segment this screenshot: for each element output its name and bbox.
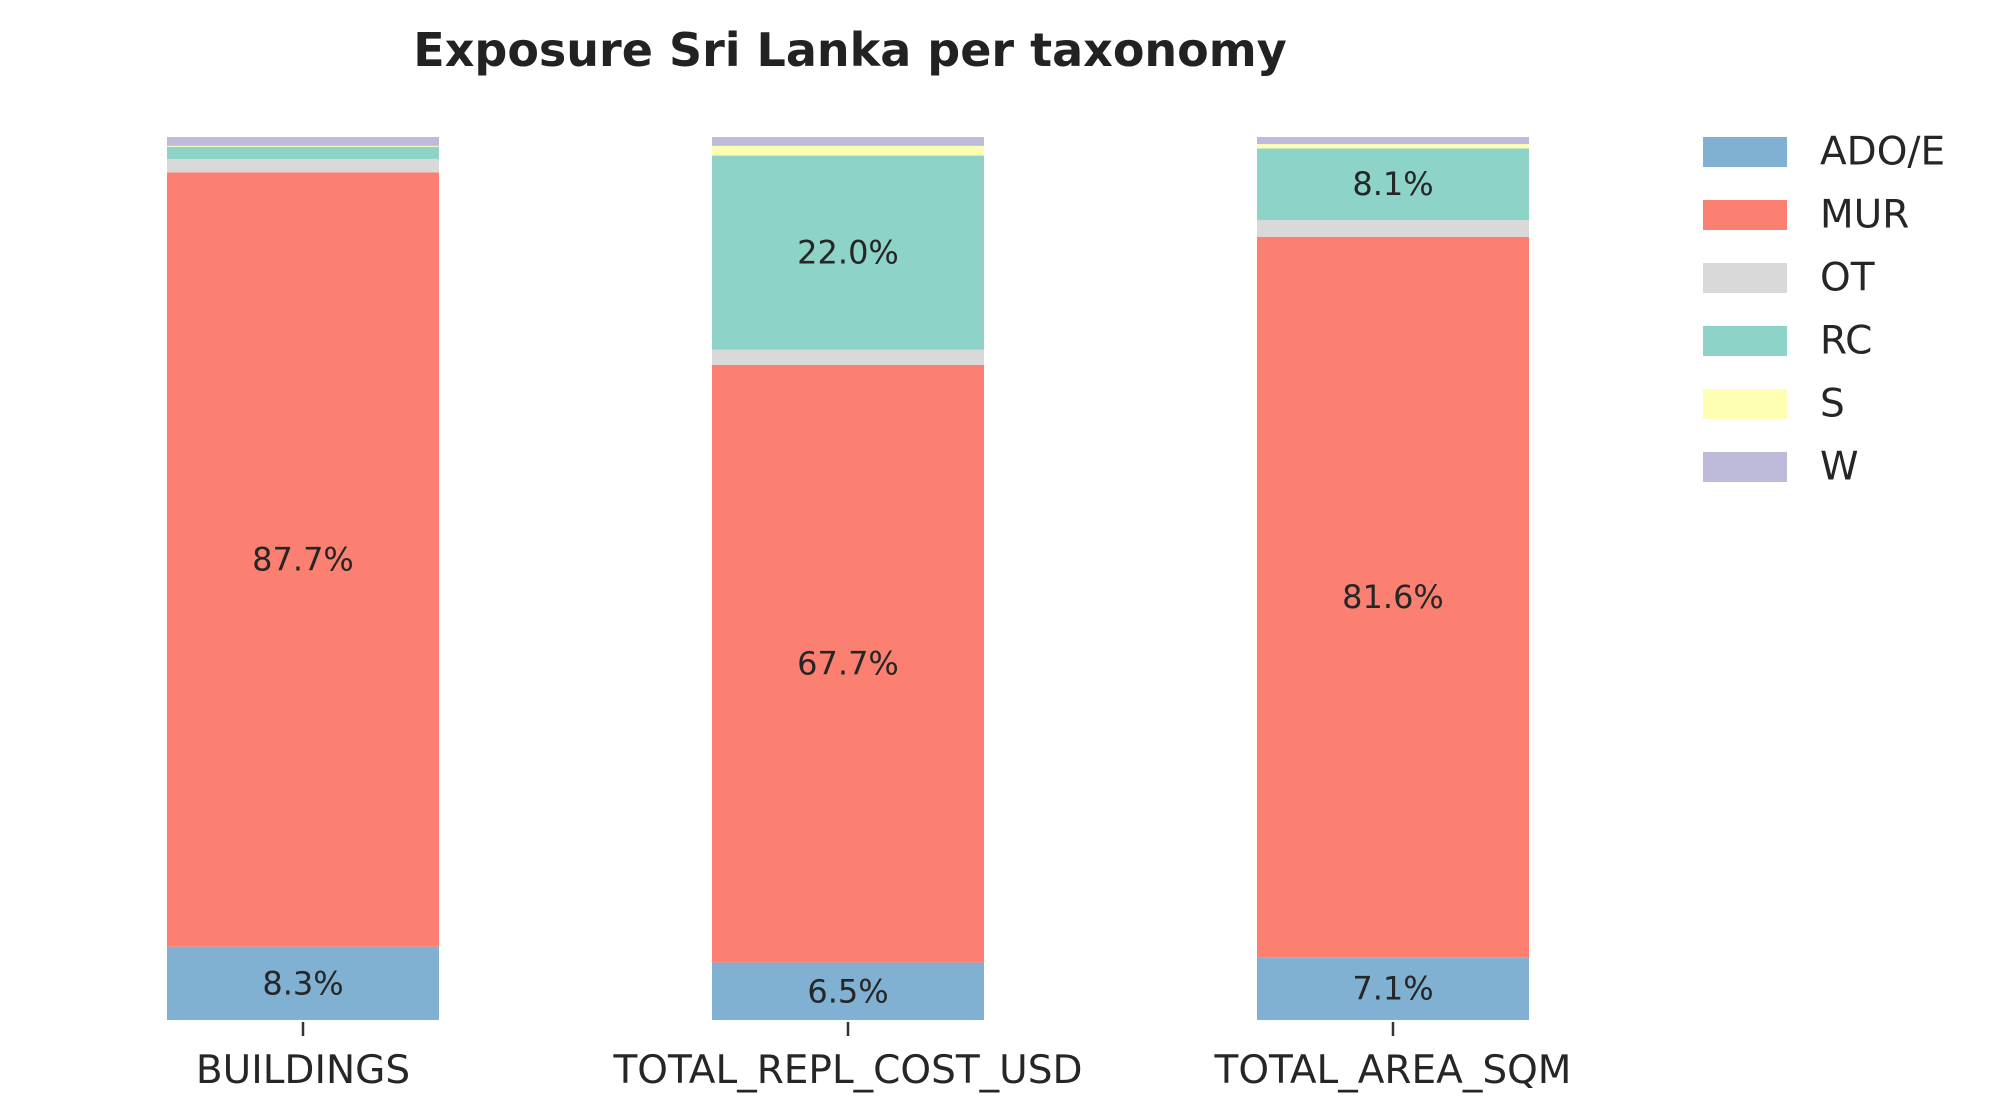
legend-swatch-w bbox=[1703, 452, 1787, 482]
legend-swatch-rc bbox=[1703, 326, 1787, 356]
legend-label-ot: OT bbox=[1820, 256, 1875, 301]
legend: ADO/E MUR OT RC SW bbox=[1703, 130, 1945, 490]
data-label-mur-total-area-sqm: 81.6% bbox=[1342, 578, 1444, 616]
data-label-rc-total-area-sqm: 8.1% bbox=[1352, 165, 1433, 203]
bar-segment-w-total-area-sqm bbox=[1257, 137, 1529, 145]
chart-title: Exposure Sri Lanka per taxonomy bbox=[413, 23, 1286, 77]
legend-label-s: S bbox=[1820, 382, 1845, 427]
bar-segment-w-total-repl-cost-usd bbox=[712, 137, 984, 146]
legend-swatch-mur bbox=[1703, 200, 1787, 230]
x-tick-label-total-area-sqm: TOTAL_AREA_SQM bbox=[1214, 1048, 1572, 1093]
bar-segment-w-buildings bbox=[167, 137, 439, 146]
legend-swatch-ado-e bbox=[1703, 137, 1787, 167]
legend-swatch-s bbox=[1703, 389, 1787, 419]
bar-segment-s-total-repl-cost-usd bbox=[712, 145, 984, 156]
data-label-ado-e-buildings: 8.3% bbox=[262, 964, 343, 1002]
x-tick-label-buildings: BUILDINGS bbox=[196, 1048, 410, 1093]
data-labels-layer: 8.3% 87.7% 6.5% 67.7% 22.0% 7.1% 81.6% 8.1% bbox=[252, 165, 1444, 1010]
x-axis: BUILDINGS TOTAL_REPL_COST_USD TOTAL_AREA_S… bbox=[196, 1022, 1572, 1093]
bar-segment-mur-total-area-sqm bbox=[1257, 236, 1529, 958]
legend-label-rc: RC bbox=[1820, 319, 1872, 364]
bar-segment-ado-e-total-repl-cost-usd bbox=[712, 962, 984, 1020]
legend-label-mur: MUR bbox=[1820, 193, 1909, 238]
bar-segment-ado-e-total-area-sqm bbox=[1257, 957, 1529, 1020]
bar-segment-rc-total-repl-cost-usd bbox=[712, 155, 984, 350]
legend-label-ado-e: ADO/E bbox=[1820, 130, 1945, 175]
data-label-mur-buildings: 87.7% bbox=[252, 541, 354, 579]
bar-segment-s-buildings bbox=[167, 145, 439, 147]
data-label-rc-total-repl-cost-usd: 22.0% bbox=[797, 234, 899, 272]
bar-segment-s-total-area-sqm bbox=[1257, 144, 1529, 149]
bars-layer bbox=[167, 137, 1529, 1020]
bar-segment-ot-total-repl-cost-usd bbox=[712, 349, 984, 365]
legend-swatch-ot bbox=[1703, 263, 1787, 293]
data-label-ado-e-total-repl-cost-usd: 6.5% bbox=[807, 972, 888, 1010]
bar-segment-rc-total-area-sqm bbox=[1257, 148, 1529, 221]
bar-segment-rc-buildings bbox=[167, 146, 439, 160]
data-label-mur-total-repl-cost-usd: 67.7% bbox=[797, 645, 899, 683]
data-label-ado-e-total-area-sqm: 7.1% bbox=[1352, 970, 1433, 1008]
legend-label-w: W bbox=[1820, 445, 1859, 490]
bar-segment-ot-total-area-sqm bbox=[1257, 220, 1529, 237]
bar-segment-ado-e-buildings bbox=[167, 946, 439, 1020]
bar-segment-mur-total-repl-cost-usd bbox=[712, 364, 984, 963]
x-tick-label-total-repl-cost-usd: TOTAL_REPL_COST_USD bbox=[612, 1048, 1082, 1093]
bar-segment-ot-buildings bbox=[167, 159, 439, 173]
bar-segment-mur-buildings bbox=[167, 172, 439, 947]
